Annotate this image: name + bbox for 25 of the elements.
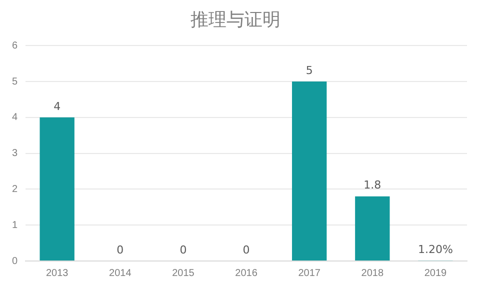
data-label: 0	[116, 243, 124, 256]
y-tick-label: 6	[12, 40, 18, 52]
data-label: 0	[180, 243, 187, 256]
y-tick-label: 2	[12, 184, 18, 195]
bar	[292, 82, 327, 260]
y-tick-label: 5	[12, 76, 18, 88]
x-tick-label: 2013	[46, 268, 69, 279]
x-tick-label: 2016	[235, 268, 258, 279]
x-tick-label: 2019	[424, 268, 448, 279]
y-tick-label: 0	[12, 256, 18, 267]
data-label: 0	[242, 243, 250, 256]
data-label: 5	[306, 64, 313, 77]
data-label: 4	[54, 100, 61, 113]
bar	[40, 117, 74, 260]
y-tick-label: 4	[12, 112, 18, 124]
chart-title: 推理与证明	[190, 9, 280, 30]
y-tick-label: 1	[12, 220, 18, 231]
data-label: 1.20%	[418, 242, 453, 256]
x-tick-label: 2018	[361, 268, 384, 279]
y-tick-label: 3	[12, 148, 18, 160]
x-tick-label: 2015	[172, 268, 195, 279]
bar	[355, 196, 390, 260]
x-tick-label: 2014	[109, 268, 132, 279]
x-tick-label: 2017	[298, 268, 321, 279]
data-label: 1.8	[364, 178, 382, 192]
